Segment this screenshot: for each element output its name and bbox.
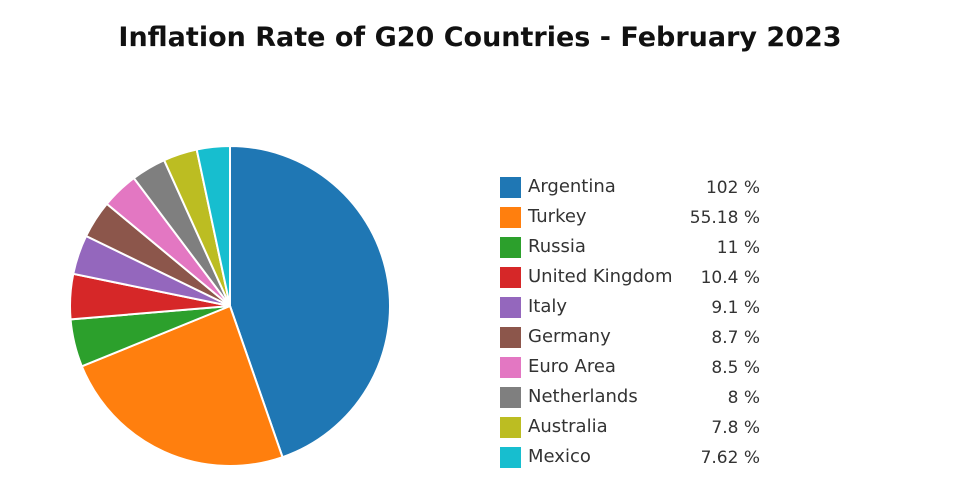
legend-value: 55.18 % bbox=[689, 208, 760, 228]
legend-swatch bbox=[500, 267, 521, 288]
legend-item-netherlands[interactable]: Netherlands 8 % bbox=[500, 384, 770, 414]
legend-swatch bbox=[500, 177, 521, 198]
legend-label: Australia bbox=[528, 416, 608, 437]
legend-value: 10.4 % bbox=[700, 268, 760, 288]
legend-value: 11 % bbox=[716, 238, 760, 258]
legend-swatch bbox=[500, 297, 521, 318]
legend-item-argentina[interactable]: Argentina 102 % bbox=[500, 174, 770, 204]
legend-value: 102 % bbox=[705, 178, 760, 198]
legend-swatch bbox=[500, 417, 521, 438]
pie-slice-argentina[interactable] bbox=[229, 144, 392, 459]
legend-swatch bbox=[500, 357, 521, 378]
legend-label: Germany bbox=[528, 326, 611, 347]
legend-value: 7.8 % bbox=[711, 418, 760, 438]
legend-swatch bbox=[500, 447, 521, 468]
legend-label: Turkey bbox=[528, 206, 587, 227]
legend-item-euro-area[interactable]: Euro Area 8.5 % bbox=[500, 354, 770, 384]
legend-label: Mexico bbox=[528, 446, 591, 467]
legend-item-russia[interactable]: Russia 11 % bbox=[500, 234, 770, 264]
legend-label: United Kingdom bbox=[528, 266, 673, 287]
legend-value: 8.5 % bbox=[711, 358, 760, 378]
legend-item-turkey[interactable]: Turkey 55.18 % bbox=[500, 204, 770, 234]
legend-value: 9.1 % bbox=[711, 298, 760, 318]
legend-value: 8.7 % bbox=[711, 328, 760, 348]
legend-item-mexico[interactable]: Mexico 7.62 % bbox=[500, 444, 770, 474]
legend-swatch bbox=[500, 207, 521, 228]
legend-item-australia[interactable]: Australia 7.8 % bbox=[500, 414, 770, 444]
legend-label: Argentina bbox=[528, 176, 616, 197]
legend-item-italy[interactable]: Italy 9.1 % bbox=[500, 294, 770, 324]
legend-value: 7.62 % bbox=[700, 448, 760, 468]
legend-item-united-kingdom[interactable]: United Kingdom 10.4 % bbox=[500, 264, 770, 294]
legend-label: Euro Area bbox=[528, 356, 616, 377]
pie-slice-mexico[interactable] bbox=[195, 144, 231, 307]
legend-value: 8 % bbox=[727, 388, 760, 408]
legend: Argentina 102 % Turkey 55.18 % Russia 11 % Uni… bbox=[500, 174, 770, 474]
legend-label: Netherlands bbox=[528, 386, 638, 407]
chart-title: Inflation Rate of G20 Countries - Februa… bbox=[118, 22, 842, 53]
legend-label: Russia bbox=[528, 236, 586, 257]
legend-swatch bbox=[500, 327, 521, 348]
legend-label: Italy bbox=[528, 296, 568, 317]
legend-swatch bbox=[500, 387, 521, 408]
legend-swatch bbox=[500, 237, 521, 258]
legend-item-germany[interactable]: Germany 8.7 % bbox=[500, 324, 770, 354]
